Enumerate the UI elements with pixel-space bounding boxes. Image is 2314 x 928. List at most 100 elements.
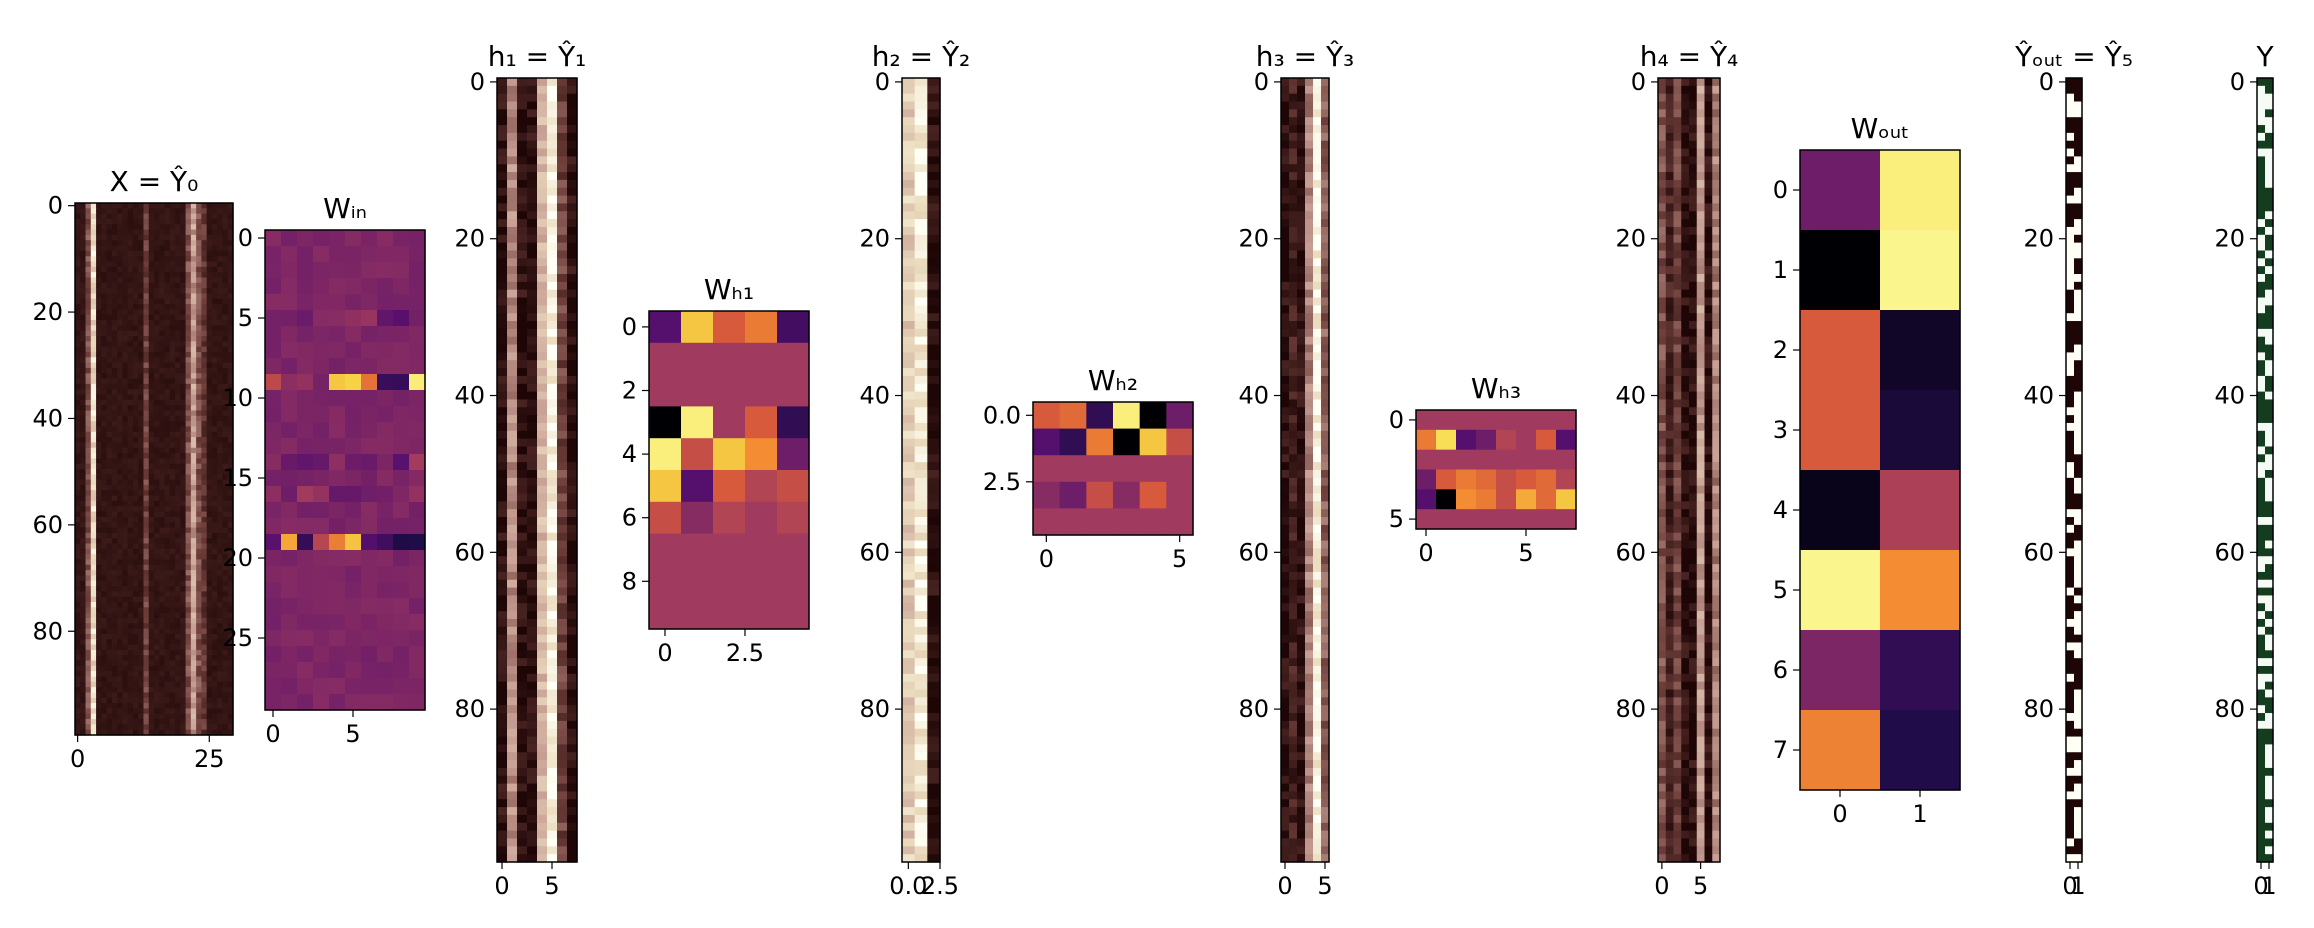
heatmap-cell (497, 713, 508, 722)
heatmap-cell (1313, 242, 1322, 252)
heatmap-cell (527, 501, 538, 510)
heatmap-cell (517, 532, 528, 542)
heatmap-cell (547, 446, 558, 455)
heatmap-cell (1321, 132, 1330, 142)
heatmap-cell (211, 591, 218, 598)
heatmap-cell (96, 389, 102, 396)
heatmap-cell (745, 438, 778, 471)
heatmap-cell (185, 410, 192, 417)
heatmap-cell (122, 304, 129, 310)
heatmap-cell (154, 729, 160, 736)
heatmap-cell (681, 470, 714, 503)
heatmap-cell (138, 288, 145, 295)
heatmap-cell (1313, 352, 1322, 361)
heatmap-cell (507, 517, 518, 526)
heatmap-cell (1297, 274, 1306, 283)
heatmap-cell (217, 229, 224, 236)
heatmap-cell (80, 218, 87, 225)
heatmap-cell (159, 538, 166, 545)
heatmap-cell (169, 383, 176, 390)
heatmap-cell (101, 458, 108, 465)
heatmap-cell (117, 623, 123, 630)
heatmap-cell (96, 692, 102, 699)
heatmap-cell (1281, 148, 1290, 157)
heatmap-cell (206, 655, 213, 662)
heatmap-cell (206, 719, 213, 725)
heatmap-cell (927, 775, 941, 785)
heatmap-cell (517, 407, 528, 416)
heatmap-cell (96, 538, 102, 545)
heatmap-cell (313, 598, 330, 615)
heatmap-cell (409, 630, 426, 647)
heatmap-cell (222, 612, 229, 619)
heatmap-cell (211, 633, 218, 640)
heatmap-cell (80, 591, 87, 598)
heatmap-cell (85, 729, 92, 736)
heatmap-cell (196, 453, 202, 459)
heatmap-cell (537, 164, 548, 173)
heatmap-cell (217, 203, 224, 209)
heatmap-cell (567, 336, 578, 346)
heatmap-cell (1281, 156, 1290, 165)
heatmap-cell (547, 305, 558, 314)
heatmap-cell (227, 570, 234, 576)
heatmap-cell (527, 101, 538, 110)
heatmap-cell (159, 649, 166, 656)
heatmap-cell (159, 320, 166, 326)
heatmap-cell (527, 446, 538, 455)
heatmap-cell (211, 628, 218, 635)
heatmap-cell (497, 368, 508, 377)
heatmap-cell (517, 117, 528, 126)
heatmap-cell (169, 229, 176, 236)
heatmap-cell (547, 814, 558, 824)
heatmap-cell (201, 458, 208, 465)
heatmap-cell (196, 575, 202, 582)
heatmap-cell (169, 729, 176, 736)
heatmap-cell (927, 477, 941, 487)
heatmap-cell (117, 703, 123, 709)
heatmap-cell (345, 646, 362, 663)
heatmap-cell (138, 336, 145, 342)
heatmap-cell (122, 729, 129, 736)
heatmap-cell (507, 140, 518, 150)
heatmap-cell (557, 328, 568, 338)
heatmap-cell (211, 479, 218, 486)
heatmap-cell (75, 346, 81, 353)
heatmap-cell (185, 692, 192, 699)
heatmap-cell (927, 446, 941, 455)
heatmap-cell (927, 587, 941, 597)
heatmap-cell (567, 477, 578, 487)
heatmap-cell (127, 453, 134, 459)
heatmap-cell (527, 767, 538, 777)
heatmap-cell (75, 655, 81, 662)
heatmap-cell (122, 234, 129, 241)
heatmap-cell (227, 272, 234, 279)
heatmap-cell (75, 506, 81, 513)
heatmap-cell (902, 618, 916, 628)
heatmap-cell (537, 258, 548, 267)
heatmap-cell (507, 352, 518, 361)
heatmap-cell (122, 362, 129, 369)
heatmap-cell (1297, 321, 1306, 330)
heatmap-cell (185, 697, 192, 704)
heatmap-cell (132, 383, 139, 390)
heatmap-cell (101, 719, 108, 725)
heatmap-cell (117, 495, 123, 502)
heatmap-cell (902, 713, 916, 722)
heatmap-cell (196, 399, 202, 406)
heatmap-cell (206, 447, 213, 454)
heatmap-cell (80, 298, 87, 305)
heatmap-cell (175, 266, 181, 273)
heatmap-cell (547, 368, 558, 377)
heatmap-cell (497, 438, 508, 448)
heatmap-cell (111, 649, 118, 656)
heatmap-cell (547, 93, 558, 103)
heatmap-cell (206, 474, 213, 481)
heatmap-cell (75, 649, 81, 656)
heatmap-cell (190, 224, 197, 231)
heatmap-cell (313, 550, 330, 567)
heatmap-cell (217, 633, 224, 640)
heatmap-cell (902, 611, 916, 620)
heatmap-cell (148, 389, 155, 396)
heatmap-cell (927, 234, 941, 244)
